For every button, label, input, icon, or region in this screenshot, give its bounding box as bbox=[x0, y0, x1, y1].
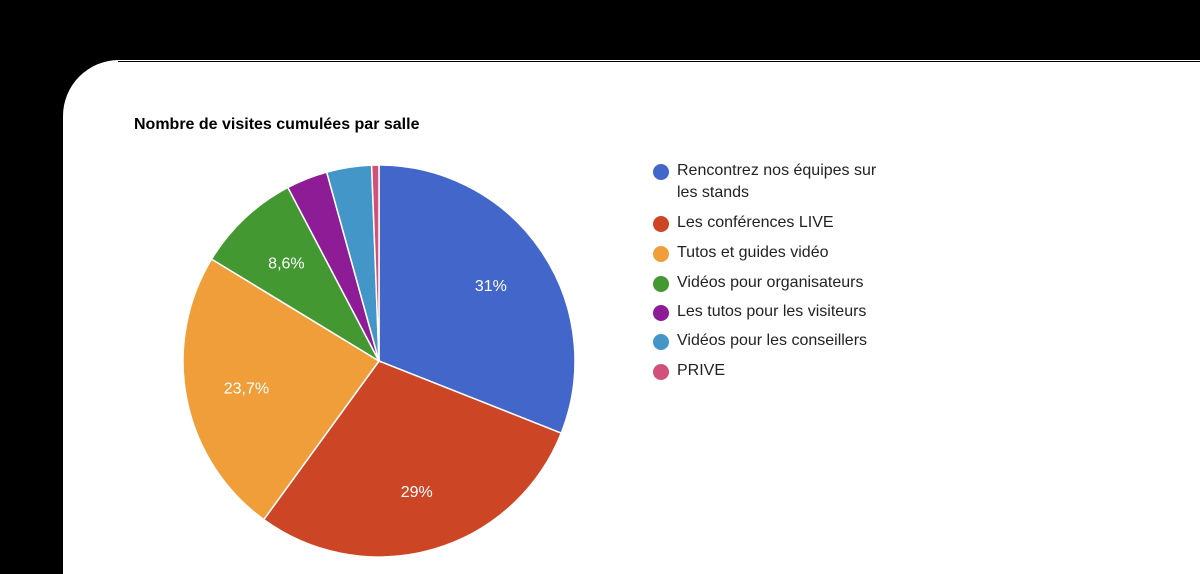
legend-label: Tutos et guides vidéo bbox=[677, 244, 829, 261]
legend-label: Vidéos pour les conseillers bbox=[677, 332, 868, 349]
legend-label: Vidéos pour organisateurs bbox=[677, 274, 864, 291]
legend-dot-icon bbox=[653, 364, 669, 380]
pie-slice-labels: 31% 29% 23,7% 8,6% bbox=[224, 255, 507, 500]
legend-dot-icon bbox=[653, 334, 669, 350]
legend-item-prive[interactable]: PRIVE bbox=[653, 360, 913, 382]
slice-percentage-label: 8,6% bbox=[268, 255, 304, 272]
legend-dot-icon bbox=[653, 246, 669, 262]
slice-percentage-label: 29% bbox=[401, 484, 433, 501]
legend-label: Les conférences LIVE bbox=[677, 214, 834, 231]
legend-label: PRIVE bbox=[677, 362, 726, 379]
legend-item-tutos-guides[interactable]: Tutos et guides vidéo bbox=[653, 242, 913, 264]
legend-dot-icon bbox=[653, 216, 669, 232]
pie-slice[interactable] bbox=[370, 164, 380, 362]
card-top-border bbox=[118, 61, 1200, 62]
legend-label: Les tutos pour les visiteurs bbox=[677, 303, 867, 320]
legend-item-tutos-visiteurs[interactable]: Les tutos pour les visiteurs bbox=[653, 301, 913, 323]
pie-slice[interactable] bbox=[262, 360, 563, 558]
legend-label: Rencontrez nos équipes sur les stands bbox=[677, 162, 877, 201]
legend-item-stands[interactable]: Rencontrez nos équipes sur les stands bbox=[653, 160, 913, 204]
pie-slice[interactable] bbox=[378, 164, 576, 435]
legend-item-videos-organisateurs[interactable]: Vidéos pour organisateurs bbox=[653, 272, 913, 294]
pie-slice[interactable] bbox=[182, 258, 381, 521]
slice-percentage-label: 31% bbox=[475, 278, 507, 295]
pie-slices bbox=[182, 164, 576, 558]
legend-dot-icon bbox=[653, 305, 669, 321]
legend-dot-icon bbox=[653, 164, 669, 180]
legend-dot-icon bbox=[653, 276, 669, 292]
legend-item-videos-conseillers[interactable]: Vidéos pour les conseillers bbox=[653, 330, 913, 352]
slice-percentage-label: 23,7% bbox=[224, 381, 269, 398]
pie-slice[interactable] bbox=[210, 186, 381, 364]
legend-item-conferences-live[interactable]: Les conférences LIVE bbox=[653, 212, 913, 234]
chart-title: Nombre de visites cumulées par salle bbox=[134, 116, 420, 133]
